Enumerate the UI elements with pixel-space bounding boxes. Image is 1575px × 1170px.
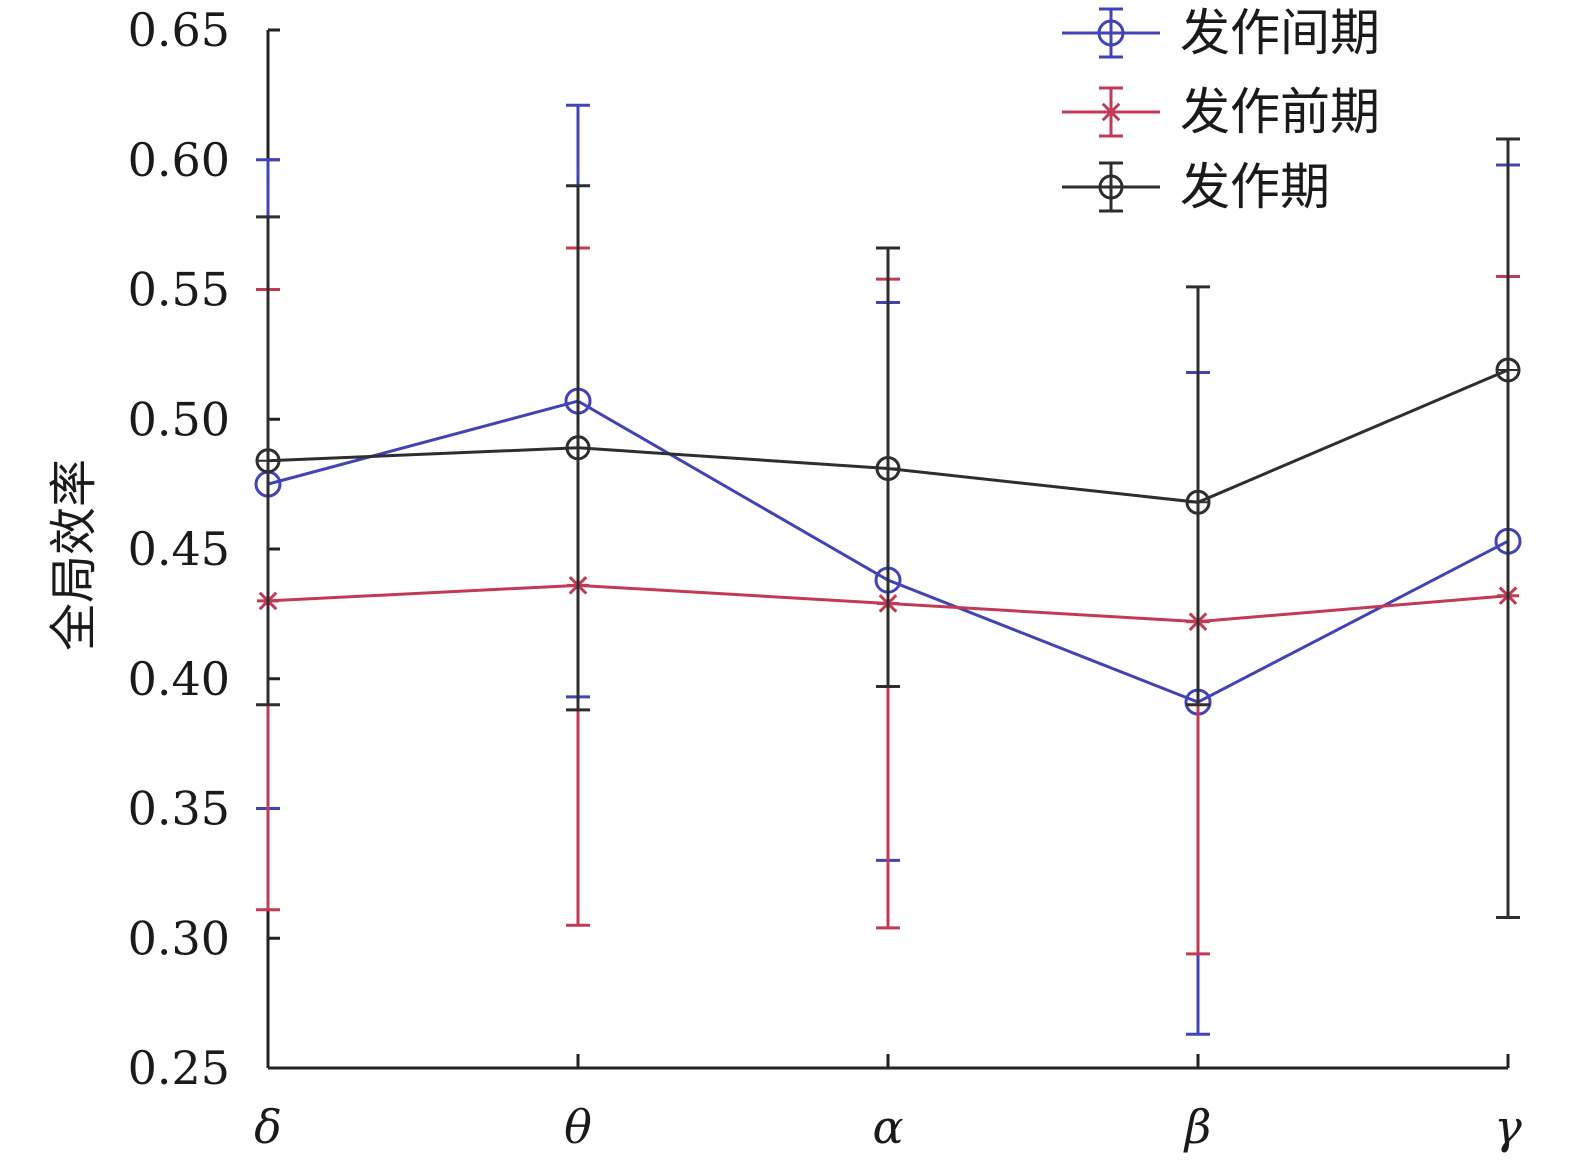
legend-label: 发作前期 [1180,83,1380,141]
y-tick-label: 0.50 [128,392,230,446]
legend-label: 发作期 [1180,158,1330,216]
series-3 [255,137,1521,919]
data-point [1100,101,1122,123]
data-point [565,435,591,461]
x-tick-label: δ [254,1100,282,1154]
x-tick-label: γ [1494,1100,1522,1154]
y-tick-label: 0.45 [128,522,230,576]
x-tick-label: β [1183,1100,1212,1154]
y-tick-label: 0.25 [128,1041,230,1095]
data-point [1098,174,1124,200]
y-tick-label: 0.35 [128,782,230,836]
error-bar [1186,285,1210,707]
data-point [255,448,281,474]
y-tick-label: 0.40 [128,652,230,706]
data-point [1495,357,1521,383]
y-axis-ticks: 0.25 0.30 0.35 0.40 0.45 0.50 0.55 0.60 0.65 [128,3,280,1095]
data-point [875,456,901,482]
y-tick-label: 0.30 [128,911,230,965]
data-point [1097,19,1125,47]
series-layer [254,103,1522,1036]
legend-item: 发作间期 [1062,4,1380,62]
data-point [1185,489,1211,515]
x-tick-label: θ [564,1100,592,1154]
y-tick-label: 0.65 [128,3,230,57]
y-axis-label: 全局效率 [46,459,102,651]
legend-item: 发作期 [1062,158,1330,216]
y-tick-label: 0.55 [128,263,230,317]
legend-item: 发作前期 [1062,83,1380,141]
y-tick-label: 0.60 [128,133,230,187]
x-tick-label: α [872,1100,903,1154]
legend-label: 发作间期 [1180,4,1380,62]
error-bar [1496,137,1520,919]
